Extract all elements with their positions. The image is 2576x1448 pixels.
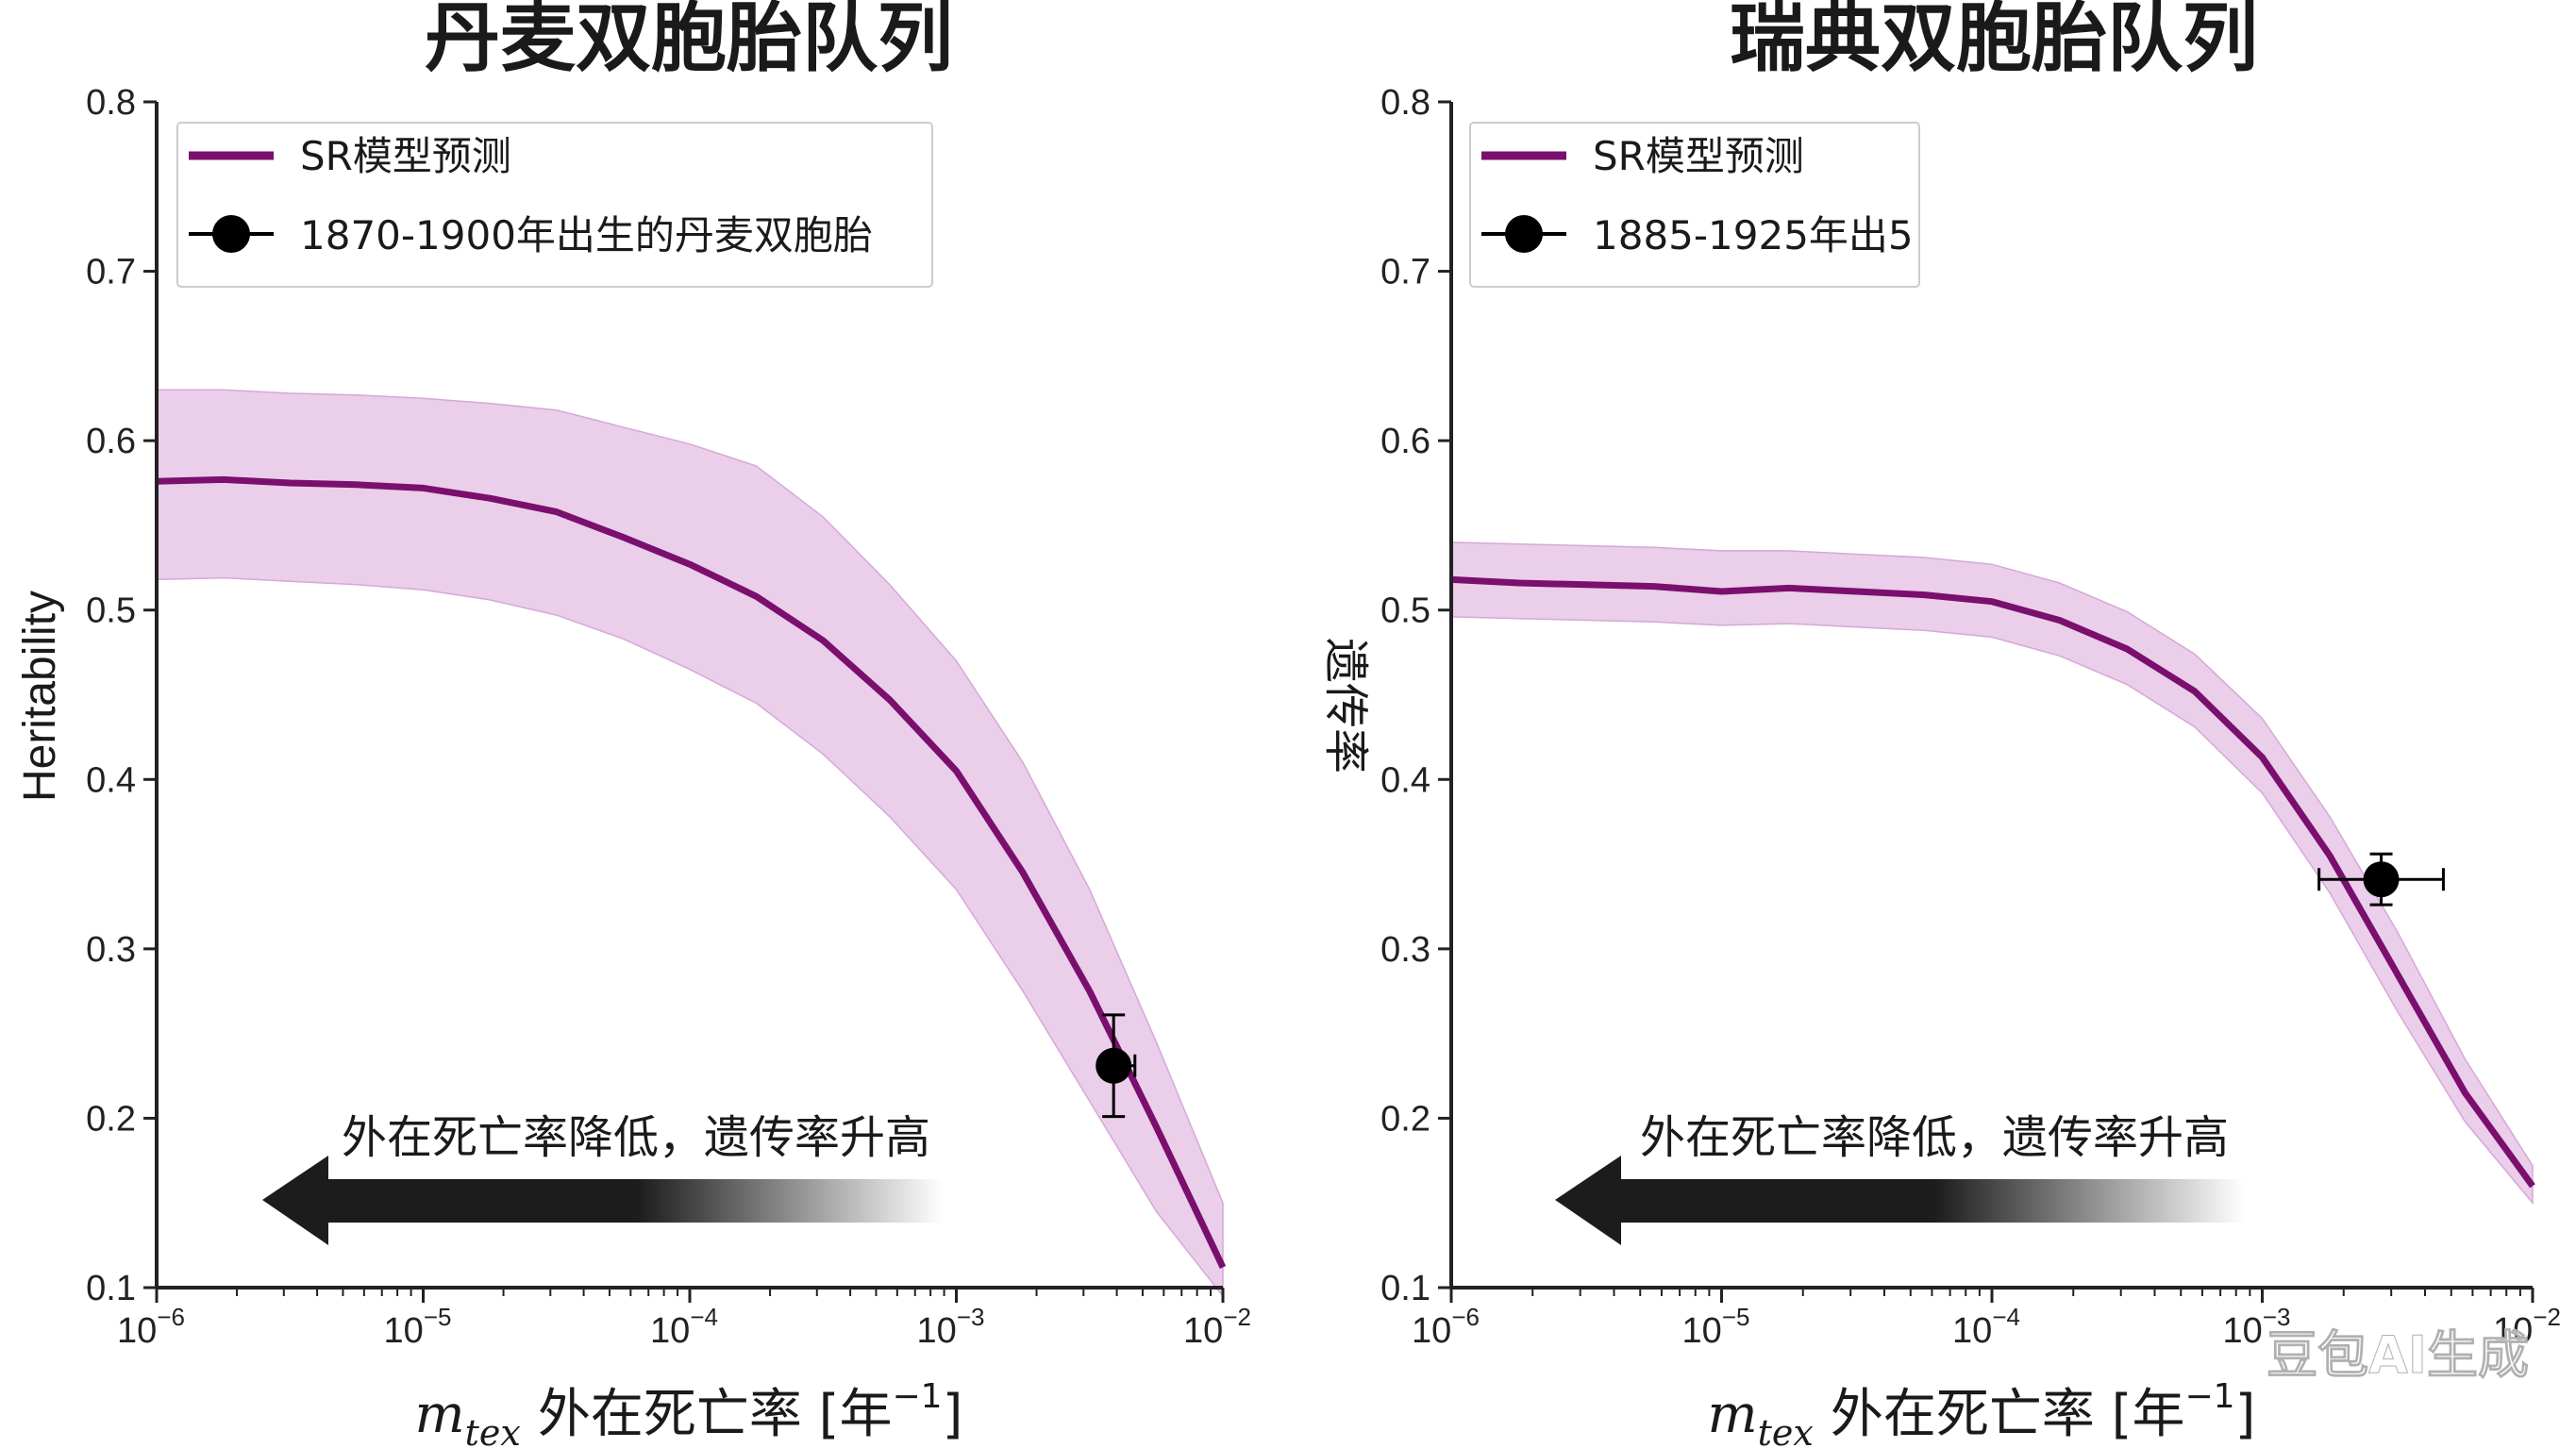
data-point-group	[2317, 852, 2445, 907]
x-tick-label: 10−2	[1183, 1303, 1251, 1351]
left-arrow-text: 外在死亡率降低，遗传率升高	[342, 1111, 930, 1164]
right-xlabel-text: 外在死亡率 [年	[1831, 1384, 2185, 1445]
x-tick-exponent: −5	[424, 1303, 452, 1331]
panel-left: 丹麦双胞胎队列 0.10.20.30.40.50.60.70.8 10−6 10−…	[15, 0, 1251, 1448]
x-tick-label: 10−5	[384, 1303, 452, 1351]
x-tick-exponent: −2	[2533, 1303, 2561, 1331]
y-tick-label: 0.1	[86, 1269, 136, 1308]
left-legend-point-marker	[212, 215, 250, 253]
right-legend-point-marker	[1505, 215, 1543, 253]
confidence-band	[1450, 541, 2534, 1206]
right-xlabel-var: m	[1708, 1384, 1758, 1445]
y-tick-label: 0.2	[1380, 1099, 1430, 1139]
right-legend-box	[1469, 122, 1920, 288]
x-tick-base: 10	[1952, 1311, 1992, 1351]
right-panel-title: 瑞典双胞胎队列	[1730, 0, 2258, 82]
x-tick-base: 10	[117, 1311, 157, 1351]
x-tick-base: 10	[650, 1311, 690, 1351]
x-tick-base: 10	[1682, 1311, 1722, 1351]
x-tick-label: 10−3	[917, 1303, 985, 1351]
x-tick-exponent: −2	[1223, 1303, 1251, 1331]
right-x-axis-label: mtex 外在死亡率 [年−1]	[1708, 1377, 2256, 1448]
x-tick-exponent: −3	[957, 1303, 985, 1331]
x-tick-base: 10	[2223, 1311, 2263, 1351]
data-point-marker	[2363, 861, 2400, 898]
x-tick-label: 10−4	[1952, 1303, 2020, 1351]
right-xlabel-sup: −1	[2185, 1377, 2235, 1416]
x-tick-label: 10−6	[1412, 1303, 1480, 1351]
left-legend-box	[176, 122, 933, 288]
y-tick-label: 0.5	[86, 591, 136, 631]
y-tick-label: 0.7	[1380, 253, 1430, 292]
left-xlabel-sup: −1	[893, 1377, 943, 1416]
data-point-marker	[1096, 1047, 1132, 1084]
y-tick-label: 0.3	[86, 930, 136, 970]
y-tick-label: 0.4	[86, 760, 136, 800]
y-tick-label: 0.8	[1380, 83, 1430, 123]
right-arrow-shape	[1555, 1156, 2244, 1245]
y-tick-label: 0.6	[1380, 422, 1430, 461]
x-tick-base: 10	[2493, 1311, 2533, 1351]
x-tick-label: 10−2	[2493, 1303, 2561, 1351]
x-tick-base: 10	[917, 1311, 957, 1351]
watermark: 豆包AI生成	[2267, 1325, 2529, 1385]
y-tick-label: 0.3	[1380, 930, 1430, 970]
left-xlabel-sub: tex	[465, 1412, 521, 1448]
right-legend-point-label: 1885-1925年出5	[1593, 212, 1914, 258]
model-line	[1450, 575, 2535, 1189]
right-legend: SR模型预测 1885-1925年出5	[1469, 122, 1920, 288]
right-arrow-text: 外在死亡率降低，遗传率升高	[1640, 1111, 2229, 1164]
panel-right: 瑞典双胞胎队列 0.10.20.30.40.50.60.70.8 10−6 10−…	[1319, 0, 2561, 1448]
right-y-axis-label: 遗传率	[1319, 638, 1372, 774]
left-legend-line-label: SR模型预测	[300, 133, 511, 179]
left-x-ticks: 10−6 10−5 10−4 10−3 10−2	[117, 1288, 1251, 1351]
left-legend-point-label: 1870-1900年出生的丹麦双胞胎	[300, 212, 873, 258]
left-panel-title: 丹麦双胞胎队列	[425, 0, 953, 82]
y-tick-label: 0.5	[1380, 591, 1430, 631]
x-tick-label: 10−6	[117, 1303, 185, 1351]
right-legend-line-label: SR模型预测	[1593, 133, 1804, 179]
left-arrow-shape	[262, 1156, 944, 1245]
model-line	[156, 475, 1227, 1269]
right-y-ticks: 0.1 0.2 0.3 0.4 0.5 0.6 0.7 0.8	[1380, 83, 1451, 1308]
right-xlabel-close: ]	[2235, 1384, 2256, 1445]
left-xlabel-close: ]	[943, 1384, 963, 1445]
x-tick-exponent: −4	[690, 1303, 718, 1331]
x-tick-exponent: −4	[1992, 1303, 2020, 1331]
x-tick-base: 10	[384, 1311, 424, 1351]
left-legend: SR模型预测 1870-1900年出生的丹麦双胞胎	[176, 122, 933, 288]
y-tick-label: 0.6	[86, 422, 136, 461]
x-tick-exponent: −6	[157, 1303, 185, 1331]
left-y-ticks: 0.1 0.2 0.3 0.4 0.5 0.6 0.7 0.8	[86, 83, 157, 1308]
x-tick-exponent: −6	[1451, 1303, 1480, 1331]
right-arrow-annotation: 外在死亡率降低，遗传率升高	[1555, 1111, 2244, 1245]
y-tick-label: 0.7	[86, 253, 136, 292]
x-tick-label: 10−5	[1682, 1303, 1750, 1351]
y-tick-label: 0.1	[1380, 1269, 1430, 1308]
x-tick-base: 10	[1412, 1311, 1451, 1351]
left-xlabel-var: m	[415, 1384, 465, 1445]
y-tick-label: 0.4	[1380, 760, 1430, 800]
y-tick-label: 0.2	[86, 1099, 136, 1139]
x-tick-exponent: −3	[2263, 1303, 2291, 1331]
right-x-ticks: 10−6 10−5 10−4 10−3 10−2	[1412, 1288, 2561, 1351]
left-y-axis-label: Heritability	[15, 591, 65, 802]
right-xlabel-sub: tex	[1758, 1412, 1814, 1448]
x-tick-exponent: −5	[1722, 1303, 1750, 1331]
left-x-axis-label: mtex 外在死亡率 [年−1]	[415, 1377, 963, 1448]
x-tick-base: 10	[1183, 1311, 1223, 1351]
data-point-group	[1096, 1013, 1137, 1119]
x-tick-label: 10−4	[650, 1303, 718, 1351]
left-plot-layer	[156, 389, 1227, 1299]
x-tick-label: 10−3	[2223, 1303, 2291, 1351]
right-plot-layer	[1450, 541, 2535, 1206]
left-xlabel-text: 外在死亡率 [年	[538, 1384, 893, 1445]
left-arrow-annotation: 外在死亡率降低，遗传率升高	[262, 1111, 944, 1245]
y-tick-label: 0.8	[86, 83, 136, 123]
